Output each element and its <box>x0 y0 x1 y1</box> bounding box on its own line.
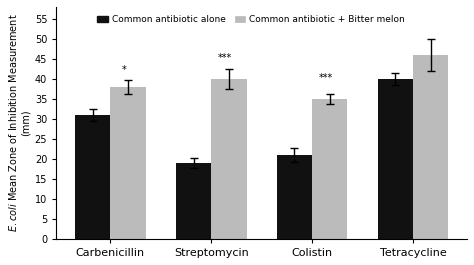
Bar <box>277 155 312 239</box>
Bar <box>211 79 246 239</box>
Y-axis label: $E. coli$ Mean Zone of Inhibition Measurement
(mm): $E. coli$ Mean Zone of Inhibition Measur… <box>7 14 30 232</box>
Bar <box>75 115 110 239</box>
Text: ***: *** <box>218 53 232 63</box>
Legend: Common antibiotic alone, Common antibiotic + Bitter melon: Common antibiotic alone, Common antibiot… <box>94 11 409 28</box>
Text: ***: *** <box>319 73 333 83</box>
Bar <box>110 87 146 239</box>
Bar <box>413 55 448 239</box>
Bar <box>312 99 347 239</box>
Bar <box>176 163 211 239</box>
Bar <box>378 79 413 239</box>
Text: *: * <box>122 65 127 75</box>
